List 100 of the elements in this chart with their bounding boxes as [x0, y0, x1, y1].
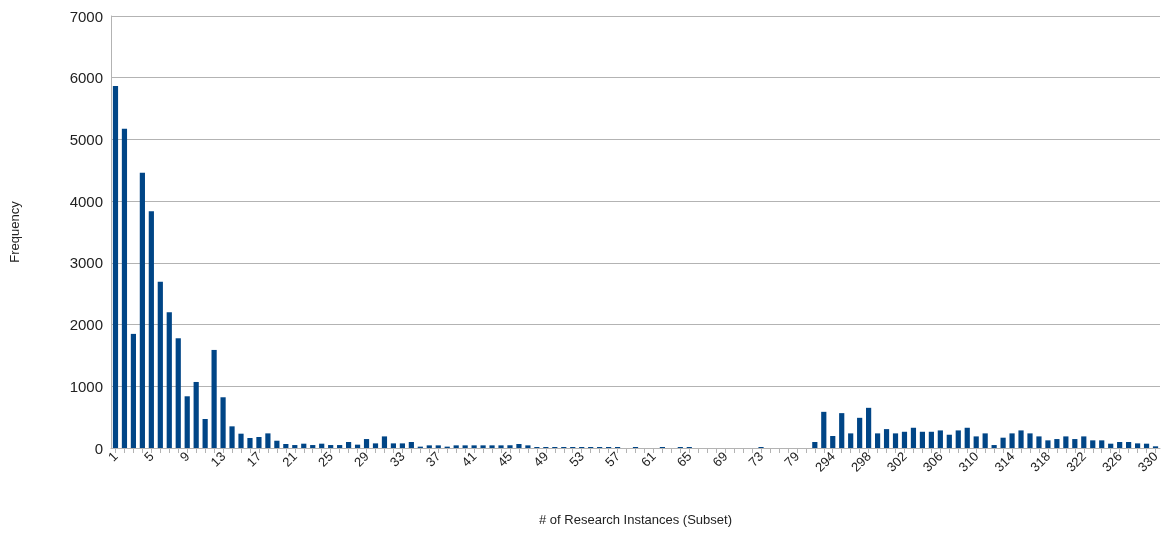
y-tick-label: 4000: [69, 192, 103, 210]
x-tick-label: 306: [919, 448, 946, 475]
bar: [202, 418, 208, 448]
bar: [1143, 443, 1150, 448]
bar: [247, 438, 253, 448]
bar: [184, 396, 190, 448]
bar: [866, 407, 872, 448]
bar: [1134, 443, 1141, 448]
y-axis-title: Frequency: [7, 200, 22, 263]
x-tick-label: 5: [140, 448, 157, 465]
bar: [848, 433, 854, 448]
bar: [238, 433, 244, 448]
bar: [220, 397, 226, 448]
x-tick-label: 41: [458, 448, 480, 470]
bar: [507, 445, 513, 448]
bar: [256, 437, 262, 448]
bar: [363, 439, 370, 448]
bar: [292, 445, 298, 448]
y-tick-label: 0: [94, 439, 103, 457]
x-tick-label: 33: [386, 448, 408, 470]
bar: [525, 445, 531, 448]
bar: [1072, 439, 1078, 448]
bar: [901, 431, 908, 448]
bar: [1018, 430, 1024, 448]
x-tick-label: 79: [781, 448, 803, 470]
x-axis-title: # of Research Instances (Subset): [539, 512, 732, 527]
bar: [883, 429, 890, 448]
bar: [426, 445, 432, 448]
bar: [310, 445, 316, 448]
bar: [964, 427, 970, 448]
bar: [453, 445, 459, 448]
x-tick-label: 57: [602, 448, 623, 470]
x-tick-label: 302: [883, 448, 910, 475]
bar: [516, 443, 522, 448]
x-tick-label: 13: [207, 448, 229, 470]
bar: [1027, 433, 1033, 448]
x-tick-label: 17: [243, 448, 265, 470]
bar: [973, 436, 979, 448]
bar: [319, 443, 325, 448]
bar: [166, 312, 172, 448]
y-tick-label: 2000: [69, 316, 103, 334]
x-tick-label: 37: [422, 448, 444, 470]
bar: [919, 431, 926, 448]
bar: [1063, 436, 1069, 448]
bar: [471, 445, 477, 448]
bar: [229, 426, 235, 448]
bar: [283, 443, 289, 448]
x-tick-label: 9: [176, 448, 193, 465]
bar: [1009, 433, 1015, 448]
bar: [1117, 442, 1123, 448]
bar: [175, 338, 181, 448]
bar: [1000, 437, 1006, 448]
bar: [274, 440, 280, 448]
bar: [211, 349, 217, 448]
bar: [946, 434, 952, 448]
bar: [408, 442, 414, 448]
y-tick-label: 6000: [69, 69, 103, 87]
bar: [1045, 440, 1051, 448]
x-tick-label: 45: [494, 448, 516, 470]
x-tick-label: 326: [1099, 448, 1125, 475]
bar: [839, 413, 845, 448]
x-tick-label: 49: [530, 448, 552, 470]
bar: [955, 430, 961, 448]
bar: [121, 128, 128, 448]
bar: [1099, 440, 1105, 448]
bar: [435, 445, 441, 448]
bar: [830, 436, 836, 448]
x-tick-label: 298: [847, 448, 874, 475]
bar: [857, 417, 863, 448]
y-tick-label: 7000: [69, 7, 103, 25]
y-tick-label: 5000: [69, 130, 103, 148]
bar: [1108, 443, 1114, 448]
bar: [892, 433, 899, 448]
y-tick-label: 1000: [69, 377, 103, 395]
x-tick-label: 330: [1134, 448, 1161, 475]
x-tick-label: 29: [351, 448, 372, 470]
bar: [372, 443, 379, 448]
x-tick-label: 25: [315, 448, 336, 470]
bar: [112, 86, 119, 448]
y-tick-label: 3000: [69, 254, 103, 272]
bar: [1036, 436, 1042, 448]
bar: [301, 443, 307, 448]
bar: [1081, 436, 1087, 448]
bar: [130, 333, 137, 448]
bar: [462, 445, 468, 448]
bar: [390, 443, 397, 448]
bar: [821, 411, 827, 448]
x-tick-label: 73: [745, 448, 767, 470]
bar: [489, 445, 495, 448]
x-tick-label: 310: [955, 448, 982, 475]
x-tick-label: 69: [709, 448, 731, 470]
bar: [337, 445, 343, 448]
bar: [399, 443, 405, 448]
bar: [381, 436, 388, 448]
x-tick-label: 21: [279, 448, 301, 470]
x-tick-label: 294: [812, 448, 839, 475]
bar: [982, 433, 988, 448]
x-tick-label: 1: [105, 448, 121, 465]
bar: [157, 281, 163, 448]
bar: [148, 211, 154, 448]
